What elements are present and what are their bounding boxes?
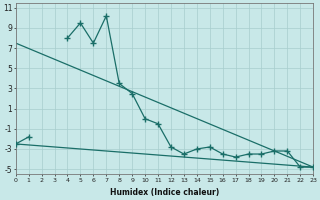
X-axis label: Humidex (Indice chaleur): Humidex (Indice chaleur) — [110, 188, 219, 197]
